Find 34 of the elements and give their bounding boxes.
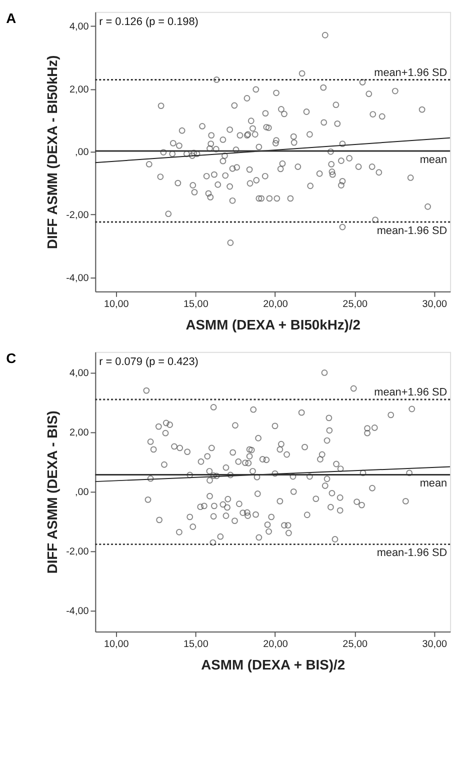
ref-line-label: mean-1.96 SD — [376, 224, 448, 237]
chart-title: C — [6, 350, 16, 366]
y-tick-label: -4,00 — [66, 272, 90, 284]
x-tick-label: 10,00 — [104, 298, 130, 310]
y-tick-label: -2,00 — [66, 546, 90, 558]
ref-line-label: mean+1.96 SD — [374, 66, 448, 79]
y-tick-label: 2,00 — [69, 428, 90, 439]
y-axis-title: DIFF ASMM (DEXA - BIS) — [44, 410, 60, 574]
x-tick-label: 25,00 — [342, 638, 368, 650]
x-tick-label: 30,00 — [422, 298, 448, 310]
x-tick-label: 20,00 — [263, 638, 288, 650]
y-tick-label: 2,00 — [69, 84, 90, 96]
y-tick-label: 4,00 — [69, 368, 90, 380]
ref-line-label: mean — [420, 478, 448, 490]
x-axis-title: ASMM (DEXA + BIS)/2 — [201, 656, 346, 673]
x-tick-label: 10,00 — [104, 638, 130, 650]
x-tick-label: 30,00 — [422, 638, 448, 650]
annotation: r = 0.079 (p = 0.423) — [99, 356, 198, 368]
x-tick-label: 25,00 — [342, 298, 368, 310]
y-tick-label: ,00 — [74, 487, 90, 498]
y-tick-label: ,00 — [74, 147, 90, 158]
x-tick-label: 15,00 — [184, 638, 209, 650]
annotation: r = 0.126 (p = 0.198) — [99, 16, 198, 28]
ref-line-label: mean+1.96 SD — [374, 386, 448, 399]
y-tick-label: -2,00 — [66, 210, 90, 221]
x-tick-label: 20,00 — [263, 298, 288, 310]
x-axis-title: ASMM (DEXA + BI50kHz)/2 — [186, 316, 361, 333]
x-tick-label: 15,00 — [184, 298, 209, 310]
ref-line-label: mean-1.96 SD — [376, 547, 448, 560]
y-tick-label: -4,00 — [66, 606, 90, 618]
y-axis-title: DIFF ASMM (DEXA - BI50kHz) — [44, 55, 60, 250]
ref-line-label: mean — [420, 154, 448, 166]
y-tick-label: 4,00 — [69, 21, 90, 32]
chart-title: A — [6, 10, 16, 26]
